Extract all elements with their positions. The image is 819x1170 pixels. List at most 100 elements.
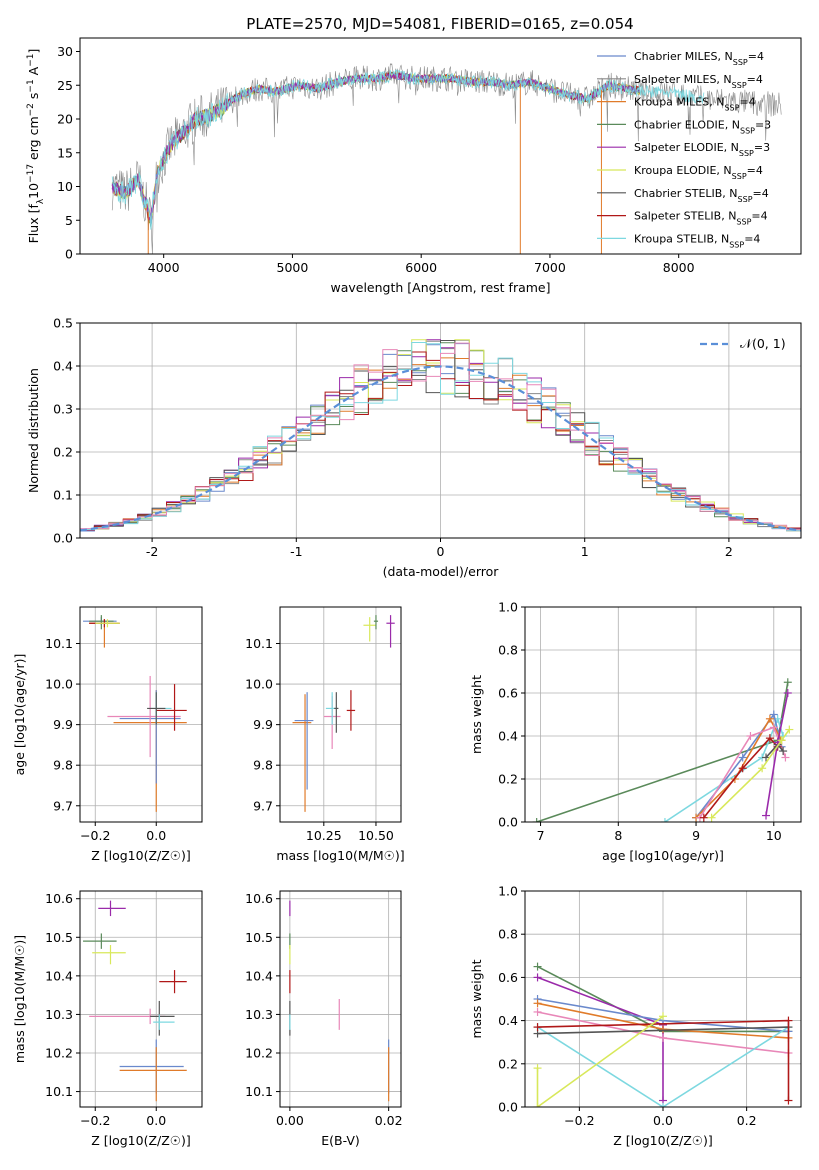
- errorbar-point: [363, 617, 376, 642]
- legend-label: Salpeter ELODIE, NSSP=3: [634, 141, 770, 158]
- weight-series: [660, 714, 788, 822]
- y-tick-label: 10.0: [245, 677, 273, 692]
- weight-series: [533, 1016, 793, 1105]
- legend-label: Salpeter MILES, NSSP=4: [634, 73, 763, 90]
- y-tick-label: 0.2: [53, 445, 73, 460]
- legend: 𝒩(0, 1): [700, 336, 786, 351]
- errorbar-point: [98, 900, 126, 917]
- errorbar-point: [346, 690, 356, 731]
- y-tick-label: 20: [57, 112, 73, 127]
- series-line: [537, 976, 664, 1101]
- plot-area: [83, 900, 187, 1102]
- plot-area: [533, 962, 793, 1107]
- x-tick-label: -2: [146, 544, 158, 559]
- y-tick-label: 9.9: [253, 717, 273, 732]
- legend-sub: SSP: [729, 240, 744, 249]
- plot-area: [292, 615, 395, 812]
- x-axis-label: Z [log10(Z/Z☉)]: [91, 1133, 191, 1148]
- legend-label: Kroupa STELIB, NSSP=4: [634, 232, 760, 249]
- legend-name: Kroupa STELIB, N: [634, 232, 729, 245]
- x-axis-label: (data-model)/error: [383, 564, 500, 579]
- axes-frame: [79, 37, 802, 255]
- legend-suffix: =3: [754, 141, 770, 154]
- y-tick-label: 0.8: [498, 643, 518, 658]
- x-tick-label: 2: [725, 544, 733, 559]
- weight-series: [695, 723, 790, 822]
- x-axis-label: Z [log10(Z/Z☉)]: [91, 848, 191, 863]
- weight-series: [699, 734, 782, 822]
- y-tick-label: 10.0: [45, 677, 73, 692]
- y-tick-label: 9.7: [53, 798, 73, 813]
- y-tick-label: 0.0: [498, 1100, 518, 1115]
- y-tick-label: 1.0: [498, 600, 518, 615]
- y-tick-label: 0.0: [498, 815, 518, 830]
- y-tick-label: 0.2: [498, 772, 518, 787]
- legend-suffix: =4: [744, 232, 760, 245]
- x-tick-label: 0.0: [146, 828, 166, 843]
- spectrum-line: [111, 69, 705, 230]
- chart-massweight-vs-Z: −0.2 0.0 0.2 0.0 0.2 0.4 0.6 0.8 1.0 Z [log10(Z/Z…: [469, 884, 802, 1148]
- x-tick-label: 1: [581, 544, 589, 559]
- errorbar-point: [83, 933, 117, 949]
- errorbar-point: [156, 684, 187, 731]
- errorbar-point: [92, 945, 126, 965]
- charts-layer: 4000 5000 6000 7000 8000051015202530waveleng…: [12, 37, 802, 1148]
- x-tick-label: 5000: [277, 260, 309, 275]
- y-tick-label: 10.3: [45, 1007, 73, 1022]
- legend-suffix: =3: [755, 118, 771, 131]
- legend-name: Kroupa ELODIE, N: [634, 164, 732, 177]
- y-tick-label: 10.2: [45, 1046, 73, 1061]
- y-tick-label: 0.3: [53, 402, 73, 417]
- axes-frame: [279, 606, 402, 823]
- y-tick-label: 10.1: [45, 636, 73, 651]
- x-tick-label: 0.00: [276, 1113, 304, 1128]
- y-tick-label: 0.4: [498, 729, 518, 744]
- x-tick-label: 10.50: [358, 828, 394, 843]
- x-axis-label: Z [log10(Z/Z☉)]: [613, 1133, 713, 1148]
- figure-title: PLATE=2570, MJD=54081, FIBERID=0165, z=0…: [246, 15, 633, 33]
- plot-area: [80, 339, 801, 532]
- plot-area: [532, 678, 794, 822]
- y-axis-label-part: erg cm: [26, 116, 41, 164]
- histogram-series: [80, 342, 801, 531]
- y-axis-label-part: Flux [f: [26, 204, 41, 244]
- legend-suffix: =4: [739, 96, 755, 109]
- chart-age-vs-Z: −0.2 0.0 9.7 9.8 9.9 10.0 10.1 Z [log10(Z/Z☉)] a…: [12, 606, 203, 863]
- weight-series: [707, 725, 794, 822]
- weight-series: [532, 678, 792, 822]
- y-tick-label: 10: [57, 179, 73, 194]
- x-tick-label: 9: [692, 828, 700, 843]
- y-tick-label: 0.4: [53, 359, 73, 374]
- chart-residuals: 𝒩(0, 1) -2 -1 0 1 2 0.0 0.1 0.2 0.3 0.4 0.5 (data-mo…: [26, 316, 802, 579]
- legend-name: Chabrier STELIB, N: [634, 187, 738, 200]
- legend-name: Chabrier MILES, N: [634, 50, 733, 63]
- y-tick-label: 10.6: [245, 891, 273, 906]
- series-line: [537, 1026, 789, 1035]
- y-axis-label: age [log10(age/yr)]: [12, 654, 27, 776]
- errorbar-point: [334, 692, 339, 733]
- y-tick-label: 10.4: [245, 968, 273, 983]
- errorbar-point: [107, 675, 181, 758]
- errorbar-point: [95, 619, 120, 628]
- y-axis-label-part: −2: [26, 103, 36, 116]
- legend-name: Kroupa MILES, N: [634, 96, 724, 109]
- errorbar-point: [294, 692, 314, 790]
- chart-massweight-vs-age: 7 8 9 10 0.0 0.2 0.4 0.6 0.8 1.0 age [log10(age/yr…: [469, 600, 802, 863]
- errorbar-point: [159, 970, 187, 994]
- y-tick-label: 5: [65, 213, 73, 228]
- legend-label: Chabrier MILES, NSSP=4: [634, 50, 764, 67]
- errorbar-point: [119, 1039, 184, 1094]
- y-tick-label: 10.4: [45, 968, 73, 983]
- y-tick-label: 0.1: [53, 488, 73, 503]
- x-tick-label: 0.0: [146, 1113, 166, 1128]
- x-tick-label: −0.2: [80, 1113, 110, 1128]
- legend-sub: SSP: [733, 58, 748, 67]
- chart-mass-vs-EBV: 0.00 0.02 10.1 10.2 10.3 10.4 10.5 10.6 E(B-V): [245, 890, 403, 1148]
- legend-sub: SSP: [740, 126, 755, 135]
- gaussian-curve: [80, 365, 801, 532]
- weight-series: [533, 973, 667, 1105]
- x-axis-label: age [log10(age/yr)]: [602, 848, 724, 863]
- plot-area: [111, 63, 782, 254]
- plot-area: [289, 900, 390, 1102]
- y-tick-label: 10.1: [245, 636, 273, 651]
